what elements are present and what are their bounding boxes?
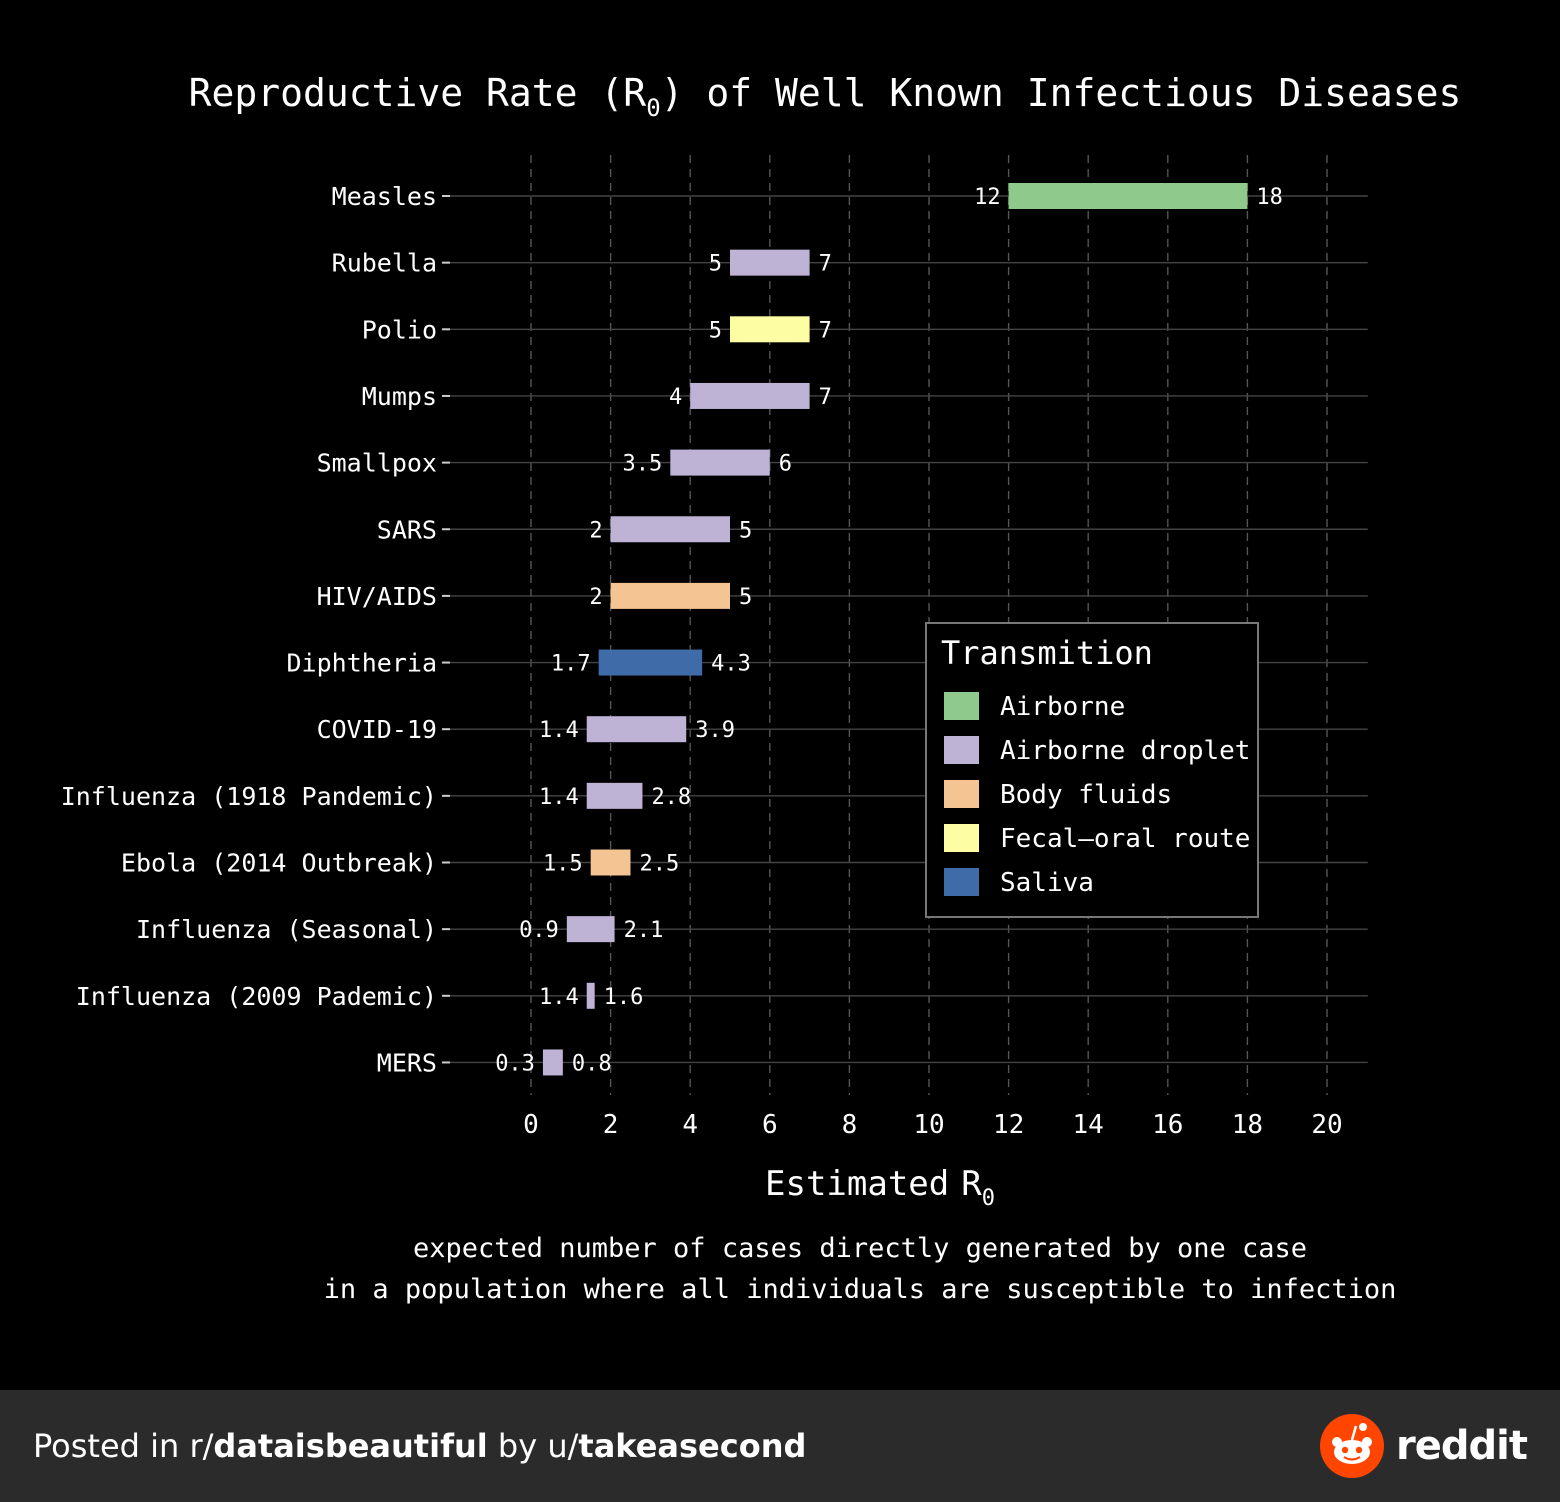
bar-high-label-4: 6 — [779, 452, 792, 477]
y-label-2: Polio — [362, 315, 437, 344]
bar-0 — [1008, 183, 1248, 209]
x-tick-label-8: 8 — [842, 1110, 858, 1140]
y-label-1: Rubella — [332, 249, 437, 278]
bar-high-label-7: 4.3 — [711, 652, 751, 677]
bar-low-label-7: 1.7 — [551, 652, 591, 677]
reddit-alien-icon — [1320, 1414, 1385, 1478]
bar-low-label-9: 1.4 — [539, 785, 579, 810]
x-axis-ticks: 0 2 4 6 8 10 12 14 16 18 20 — [523, 1110, 1342, 1140]
x-tick-label-4: 4 — [682, 1110, 698, 1140]
chart: Reproductive Rate (R0) of Well Known Inf… — [60, 71, 1462, 1305]
bar-1 — [730, 249, 810, 276]
legend-swatch-3 — [944, 824, 979, 852]
reddit-logo[interactable]: reddit — [1320, 1414, 1528, 1478]
bar-high-label-5: 5 — [739, 518, 752, 543]
reddit-wordmark: reddit — [1396, 1423, 1528, 1469]
legend-label-0: Airborne — [1000, 692, 1125, 722]
x-tick-label-6: 6 — [762, 1110, 778, 1140]
y-label-0: Measles — [332, 182, 437, 211]
legend: Transmition Airborne Airborne droplet Body… — [925, 622, 1259, 918]
legend-swatch-1 — [944, 736, 979, 764]
subtitle-line-2: in a population where all individuals ar… — [324, 1274, 1397, 1305]
y-label-11: Influenza (Seasonal) — [136, 915, 437, 944]
y-label-5: SARS — [377, 515, 437, 544]
legend-swatch-2 — [944, 780, 979, 808]
bar-low-label-12: 1.4 — [539, 985, 579, 1010]
user-link[interactable]: takeasecond — [578, 1427, 807, 1465]
y-label-7: Diphtheria — [286, 649, 437, 678]
legend-label-1: Airborne droplet — [1000, 736, 1250, 766]
bar-high-label-10: 2.5 — [640, 852, 680, 877]
legend-swatch-0 — [944, 692, 979, 720]
x-tick-label-2: 2 — [603, 1110, 619, 1140]
bar-low-label-1: 5 — [709, 252, 722, 277]
bar-low-label-6: 2 — [589, 585, 602, 610]
bar-low-label-3: 4 — [669, 385, 682, 410]
bar-high-label-13: 0.8 — [572, 1051, 612, 1076]
legend-title: Transmition — [941, 634, 1153, 672]
bar-13 — [542, 1049, 563, 1076]
bars: 12 18 5 7 5 7 4 7 3.5 6 2 5 2 5 1.7 4.3 1.4 3.9 1.4 2.8 1.5 2… — [495, 183, 1283, 1076]
bar-7 — [598, 649, 703, 676]
bar-low-label-13: 0.3 — [495, 1051, 535, 1076]
legend-swatch-4 — [944, 868, 979, 896]
bar-3 — [690, 382, 810, 409]
bar-10 — [590, 849, 631, 876]
bar-6 — [610, 582, 730, 609]
bar-2 — [730, 316, 810, 343]
legend-box — [925, 622, 1259, 918]
y-axis-labels: Measles Rubella Polio Mumps Smallpox SARS HIV/… — [61, 182, 450, 1077]
x-tick-label-12: 12 — [993, 1110, 1024, 1140]
bar-high-label-11: 2.1 — [624, 918, 664, 943]
legend-label-4: Saliva — [1000, 868, 1094, 898]
chart-title: Reproductive Rate (R0) of Well Known Inf… — [189, 71, 1462, 122]
bar-high-label-12: 1.6 — [604, 985, 644, 1010]
x-tick-label-10: 10 — [913, 1110, 944, 1140]
y-label-3: Mumps — [362, 382, 437, 411]
bar-low-label-8: 1.4 — [539, 718, 579, 743]
y-label-4: Smallpox — [317, 449, 437, 478]
bar-4 — [670, 449, 770, 476]
bar-12 — [586, 982, 595, 1009]
bar-high-label-3: 7 — [819, 385, 832, 410]
bar-high-label-8: 3.9 — [695, 718, 735, 743]
x-tick-label-20: 20 — [1311, 1110, 1342, 1140]
x-tick-label-18: 18 — [1232, 1110, 1263, 1140]
y-label-6: HIV/AIDS — [317, 582, 437, 611]
x-tick-label-16: 16 — [1152, 1110, 1183, 1140]
y-label-9: Influenza (1918 Pandemic) — [61, 782, 437, 811]
legend-label-2: Body fluids — [1000, 780, 1172, 810]
bar-low-label-5: 2 — [589, 518, 602, 543]
legend-label-3: Fecal–oral route — [1000, 824, 1250, 854]
bar-low-label-4: 3.5 — [623, 452, 663, 477]
bar-5 — [610, 516, 730, 543]
bar-8 — [586, 716, 687, 743]
bar-low-label-2: 5 — [709, 318, 722, 343]
subtitle-line-1: expected number of cases directly genera… — [413, 1233, 1307, 1264]
bar-low-label-10: 1.5 — [543, 852, 583, 877]
posted-in-text: Posted in r/dataisbeautiful by u/takease… — [33, 1427, 807, 1465]
bar-low-label-0: 12 — [974, 185, 1001, 210]
y-label-12: Influenza (2009 Pademic) — [76, 982, 437, 1011]
bar-high-label-1: 7 — [819, 252, 832, 277]
footer: Posted in r/dataisbeautiful by u/takease… — [0, 1390, 1560, 1502]
bar-low-label-11: 0.9 — [519, 918, 559, 943]
y-label-8: COVID-19 — [317, 715, 437, 744]
y-label-10: Ebola (2014 Outbreak) — [121, 849, 437, 878]
bar-high-label-0: 18 — [1256, 185, 1283, 210]
x-tick-label-14: 14 — [1073, 1110, 1104, 1140]
x-tick-label-0: 0 — [523, 1110, 539, 1140]
bar-high-label-9: 2.8 — [651, 785, 691, 810]
bar-high-label-2: 7 — [819, 318, 832, 343]
x-axis-label: Estimated R0 — [765, 1164, 995, 1211]
subreddit-link[interactable]: dataisbeautiful — [213, 1427, 488, 1465]
y-label-13: MERS — [377, 1048, 437, 1077]
bar-9 — [586, 782, 643, 809]
bar-11 — [566, 916, 615, 943]
bar-high-label-6: 5 — [739, 585, 752, 610]
